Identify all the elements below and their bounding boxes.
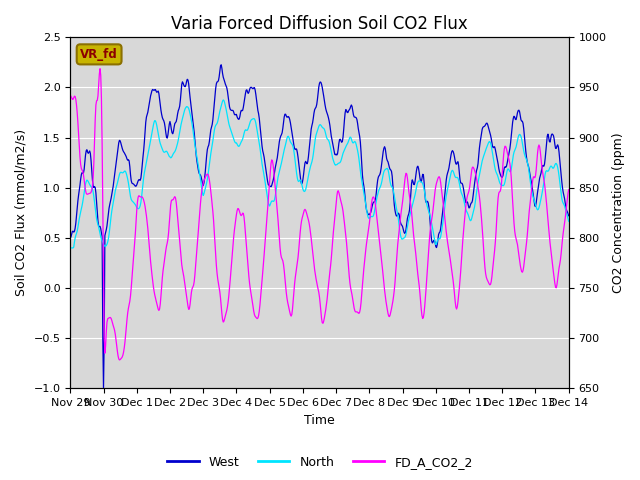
Title: Varia Forced Diffusion Soil CO2 Flux: Varia Forced Diffusion Soil CO2 Flux <box>171 15 468 33</box>
Text: VR_fd: VR_fd <box>80 48 118 61</box>
Y-axis label: CO2 Concentration (ppm): CO2 Concentration (ppm) <box>612 132 625 293</box>
Legend: West, North, FD_A_CO2_2: West, North, FD_A_CO2_2 <box>163 451 477 474</box>
X-axis label: Time: Time <box>304 414 335 427</box>
Y-axis label: Soil CO2 Flux (mmol/m2/s): Soil CO2 Flux (mmol/m2/s) <box>15 129 28 296</box>
